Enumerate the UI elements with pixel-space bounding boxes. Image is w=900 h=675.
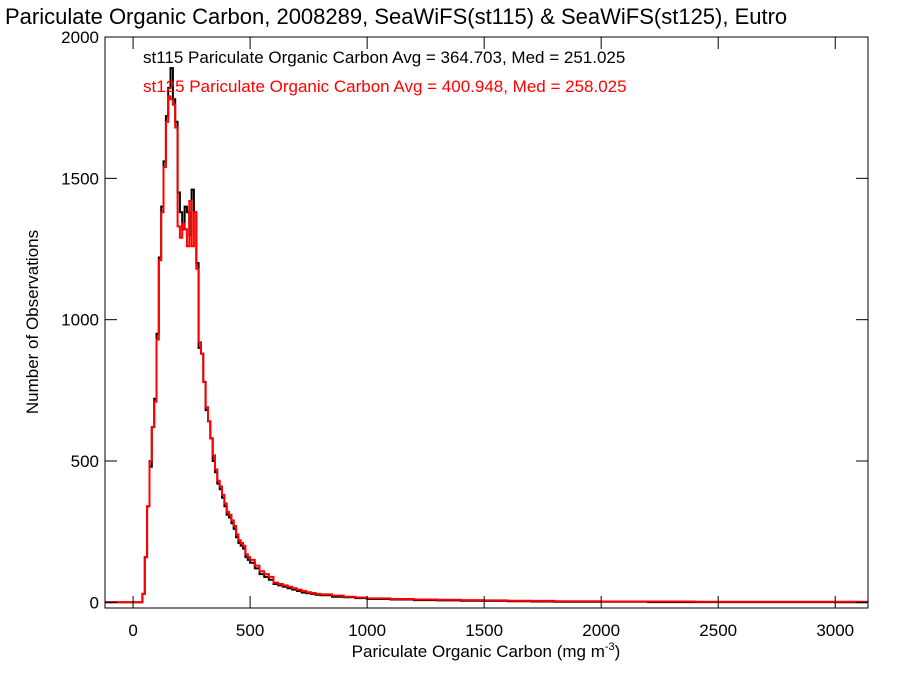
- y-axis: 0 500 1000 1500 2000: [61, 28, 868, 612]
- x-tick-label: 500: [236, 621, 264, 640]
- x-tick-label: 1500: [465, 621, 503, 640]
- y-tick-label: 0: [90, 593, 99, 612]
- legend-entry-st115: st115 Pariculate Organic Carbon Avg = 36…: [143, 48, 625, 67]
- x-axis-label-close: ): [615, 642, 621, 661]
- series-line-st125: [105, 95, 868, 604]
- y-tick-label: 500: [71, 452, 99, 471]
- x-axis: 0 500 1000 1500 2000 2500 3000: [128, 37, 854, 640]
- x-axis-label: Pariculate Organic Carbon (mg m-3): [352, 641, 621, 661]
- y-tick-label: 1500: [61, 169, 99, 188]
- x-tick-label: 1000: [348, 621, 386, 640]
- x-tick-label: 3000: [816, 621, 854, 640]
- x-tick-label: 2000: [582, 621, 620, 640]
- plot-frame: [104, 36, 869, 609]
- series-layer: [105, 67, 868, 604]
- chart-title: Pariculate Organic Carbon, 2008289, SeaW…: [5, 4, 787, 29]
- y-tick-label: 1000: [61, 311, 99, 330]
- y-tick-label: 2000: [61, 28, 99, 47]
- x-tick-label: 2500: [699, 621, 737, 640]
- x-axis-label-main: Pariculate Organic Carbon (mg m: [352, 642, 605, 661]
- y-axis-label: Number of Observations: [23, 230, 42, 414]
- x-axis-label-sup: -3: [605, 641, 615, 653]
- legend-entry-st125: st125 Pariculate Organic Carbon Avg = 40…: [143, 77, 627, 96]
- x-tick-label: 0: [128, 621, 137, 640]
